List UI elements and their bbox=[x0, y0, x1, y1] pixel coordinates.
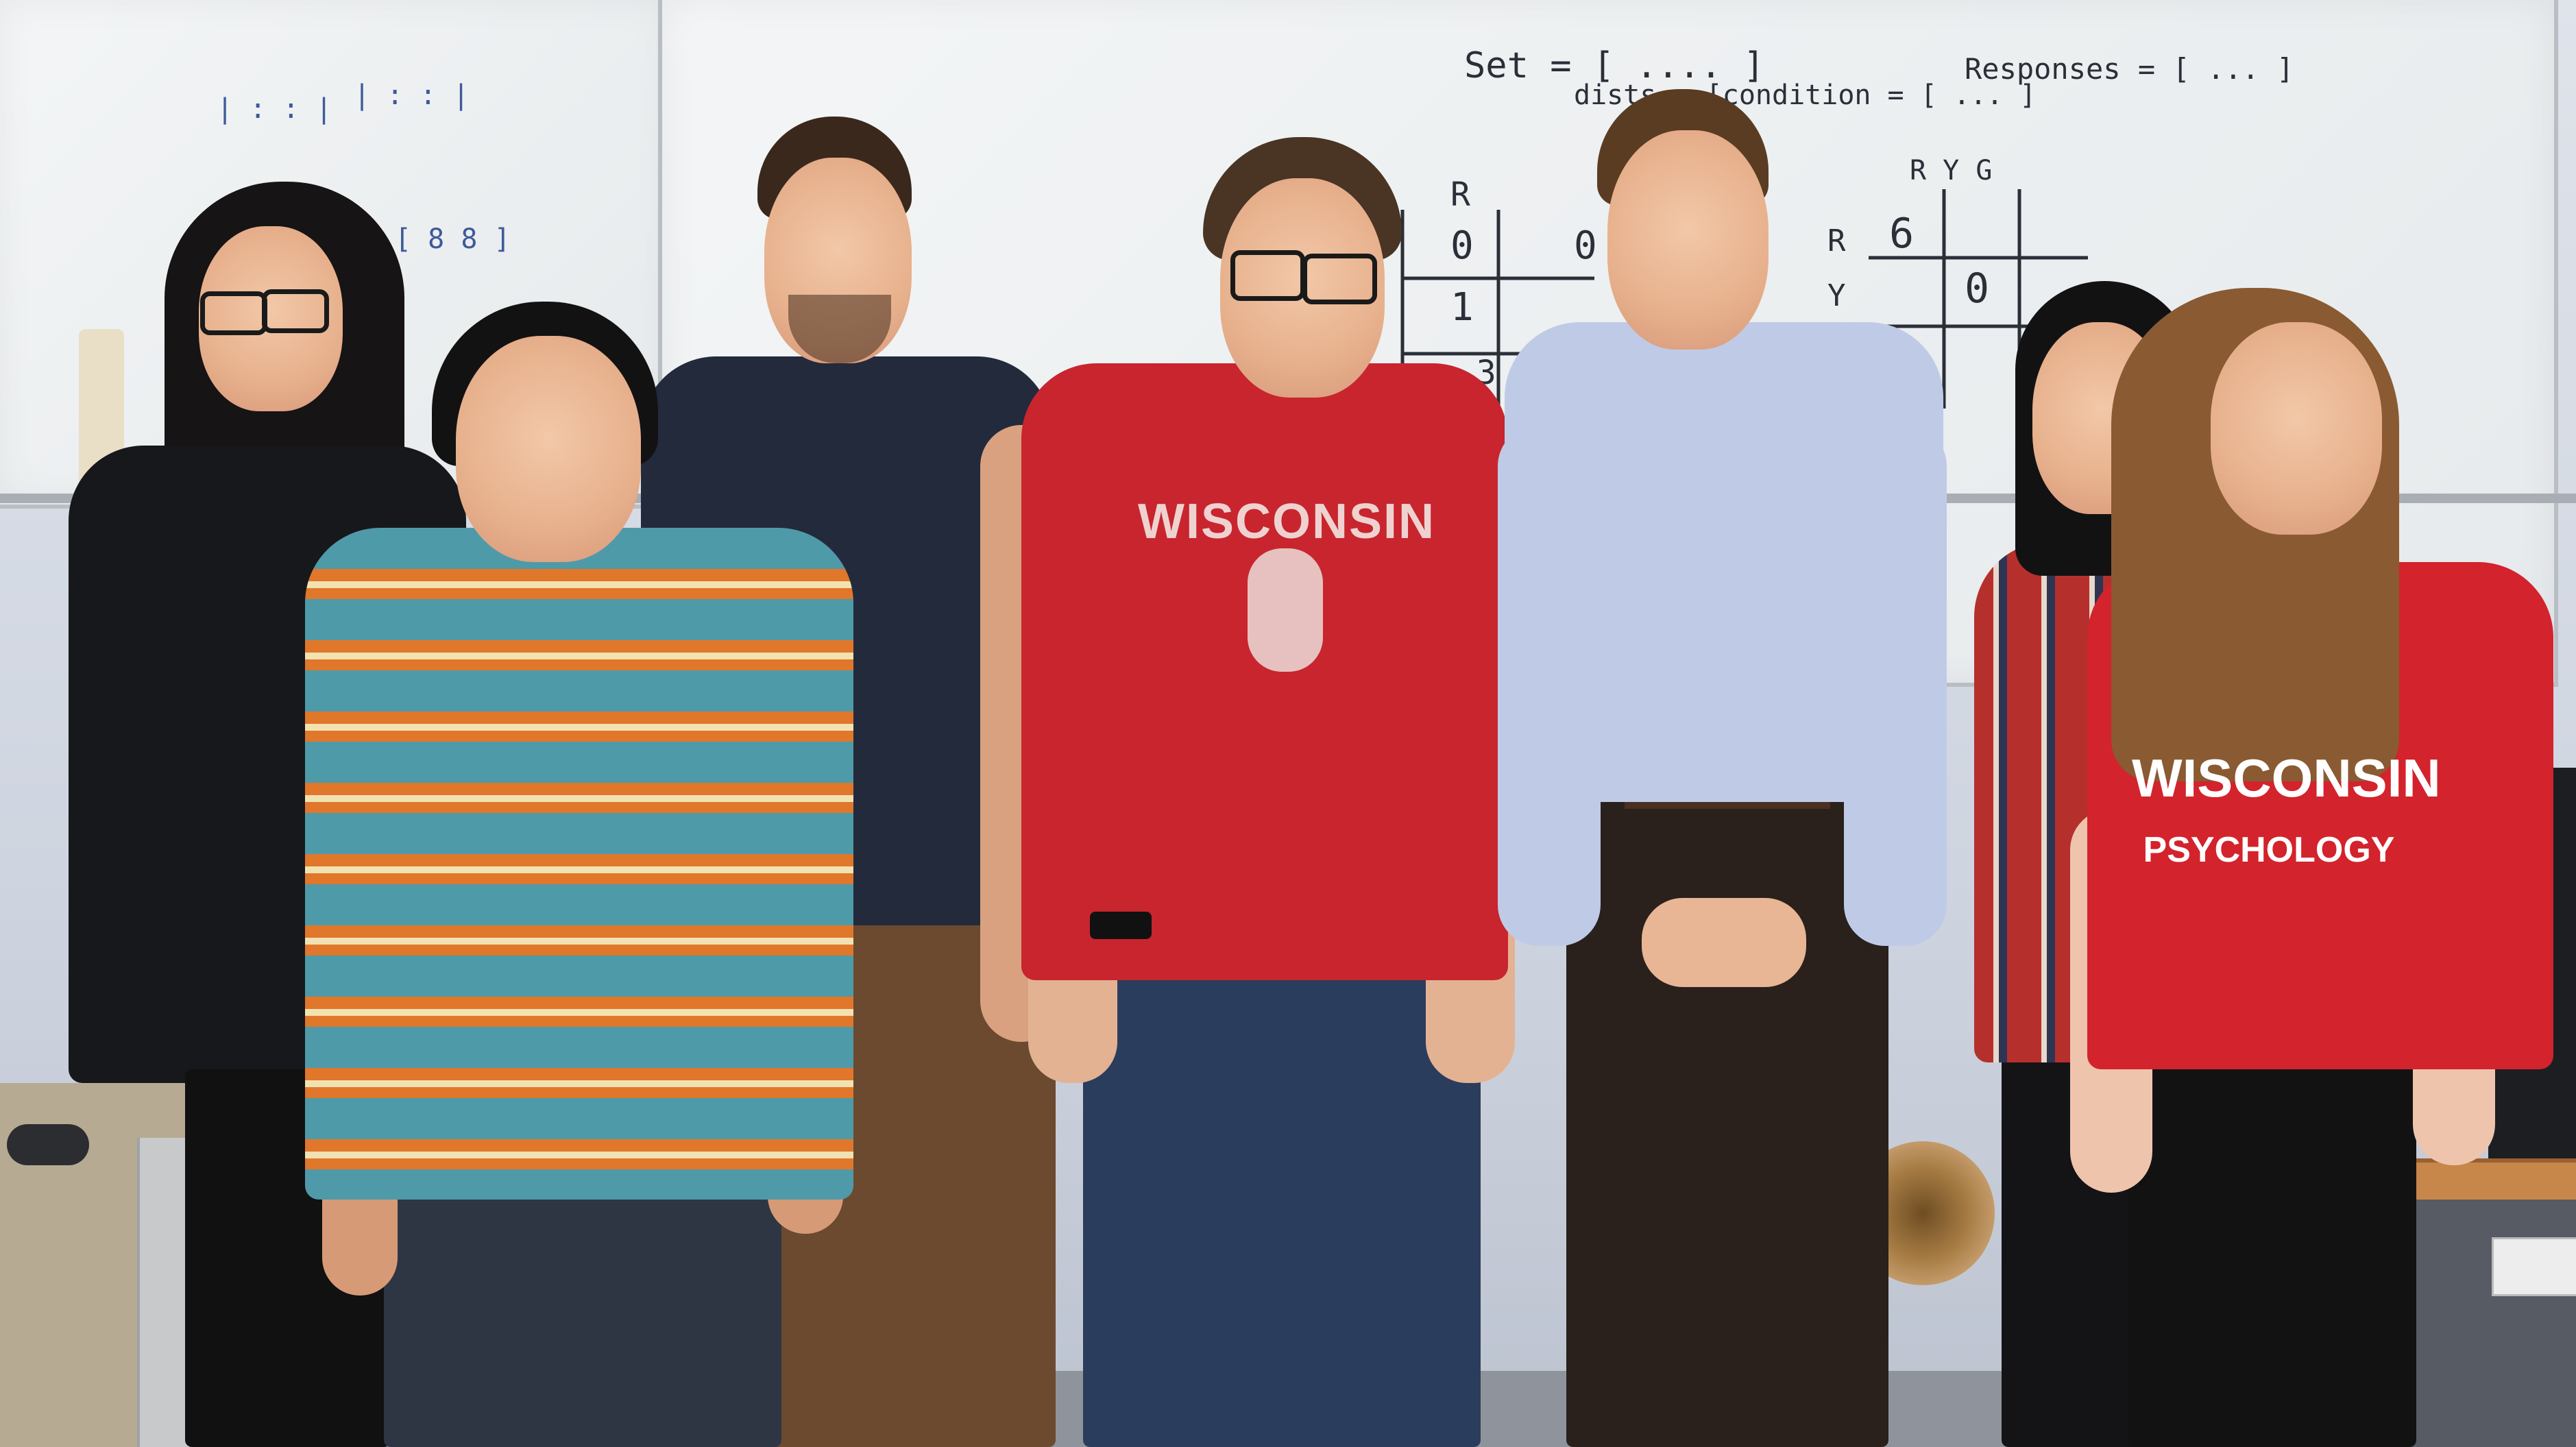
clasped-hands bbox=[1642, 898, 1806, 987]
glasses-right bbox=[1302, 254, 1377, 304]
wb-col-label: R bbox=[1450, 175, 1470, 214]
wb-matrix-row-r: R bbox=[1827, 223, 1846, 258]
face bbox=[1607, 130, 1769, 350]
red-tshirt bbox=[1021, 363, 1508, 980]
face bbox=[2211, 322, 2382, 535]
wisconsin-text: WISCONSIN bbox=[1138, 494, 1436, 549]
wisconsin-text: WISCONSIN bbox=[2132, 748, 2441, 808]
matrix-scribble-1: | : : | bbox=[217, 93, 332, 125]
wb-grid-zero-a: 0 bbox=[1450, 223, 1474, 268]
computer-mouse bbox=[7, 1124, 89, 1165]
glasses-left bbox=[200, 291, 267, 335]
papers-on-desk bbox=[2492, 1237, 2576, 1296]
left-sleeve bbox=[1498, 425, 1601, 946]
glasses-left bbox=[1230, 250, 1305, 301]
dark-trousers bbox=[1566, 795, 1888, 1447]
beard bbox=[788, 295, 891, 363]
right-sleeve bbox=[1844, 425, 1947, 946]
watch bbox=[1090, 912, 1152, 939]
wb-grid-one: 1 bbox=[1450, 285, 1474, 330]
matrix-scribble-2: | : : | bbox=[354, 80, 470, 111]
glasses-right bbox=[262, 289, 329, 333]
wb-grid-zero-b: 0 bbox=[1574, 223, 1597, 268]
wb-responses-line: Responses = [ ... ] bbox=[1965, 52, 2294, 86]
wb-cell-6: 6 bbox=[1889, 210, 1915, 258]
wb-matrix-row-y: Y bbox=[1827, 278, 1846, 313]
wb-set-line: Set = [ .... ] bbox=[1464, 45, 1765, 86]
badger-mascot bbox=[1248, 548, 1323, 672]
jeans bbox=[1083, 960, 1481, 1447]
psychology-text: PSYCHOLOGY bbox=[2143, 830, 2395, 870]
striped-tshirt bbox=[305, 528, 853, 1200]
face bbox=[456, 336, 641, 562]
wb-matrix-cols: R Y G bbox=[1910, 155, 1993, 186]
face bbox=[199, 226, 343, 411]
dark-pants bbox=[384, 1158, 781, 1447]
black-pants bbox=[2128, 1042, 2416, 1447]
wb-cell-0: 0 bbox=[1965, 265, 1990, 313]
matrix-scribble-3: [ 8 8 ] bbox=[395, 223, 511, 255]
